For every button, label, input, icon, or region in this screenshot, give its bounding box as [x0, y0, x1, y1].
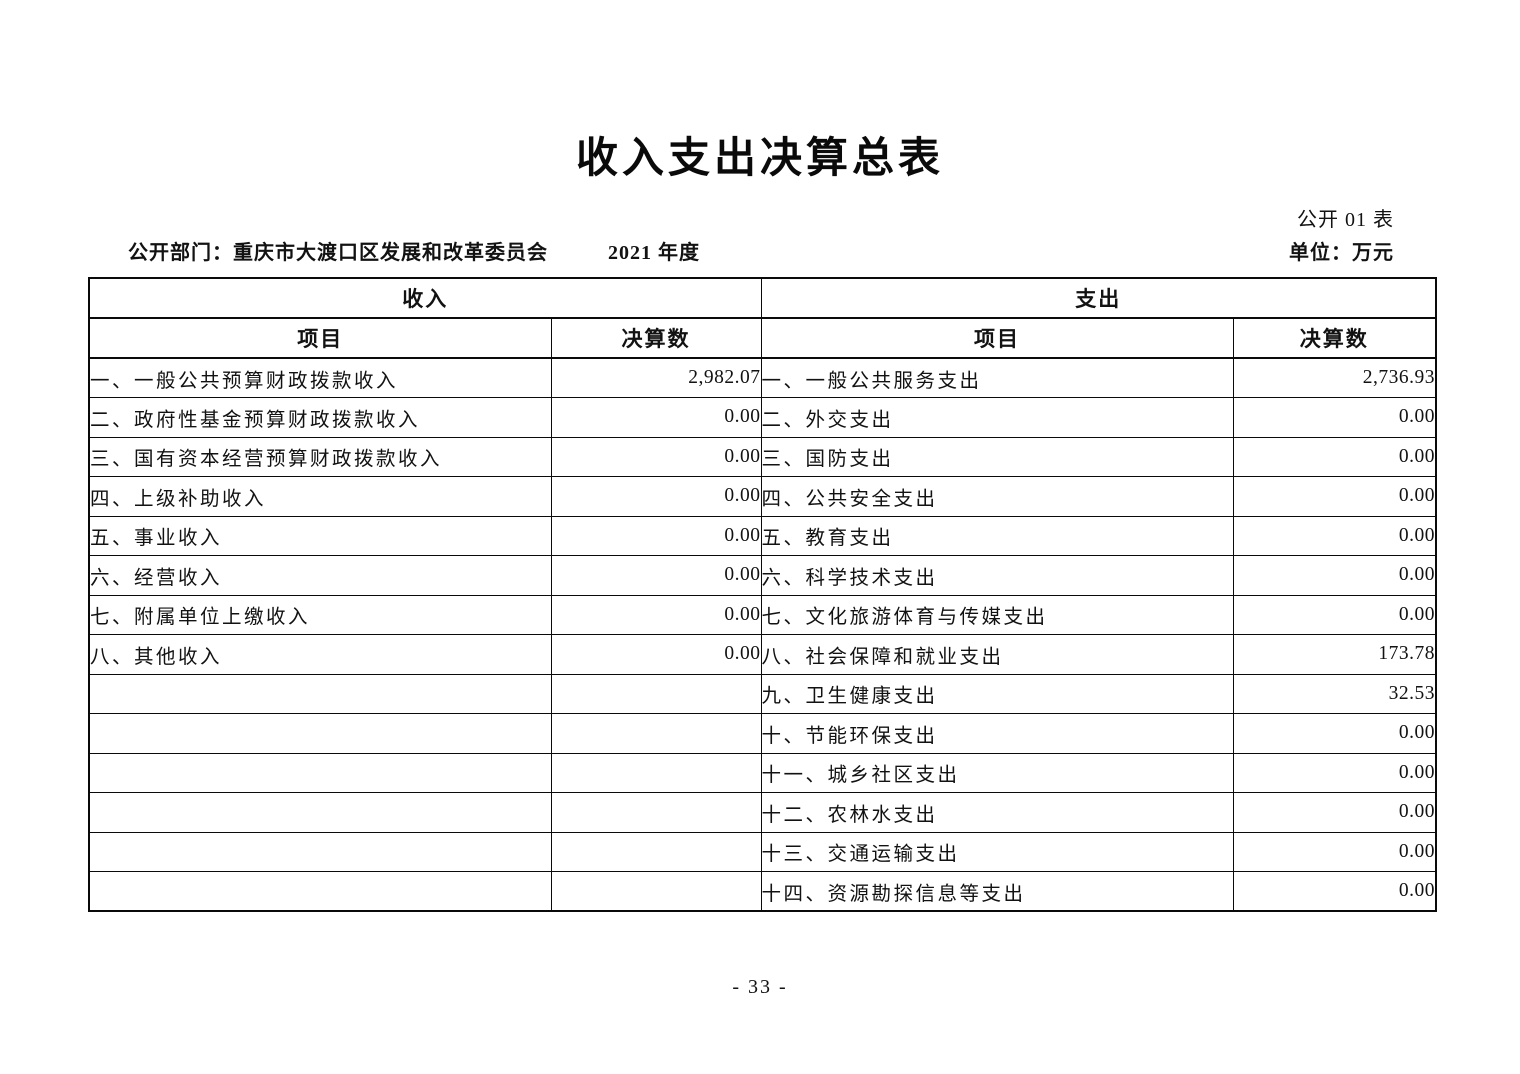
income-amount-cell: 0.00	[550, 476, 762, 517]
column-header-row: 项目 决算数 项目 决算数	[88, 317, 1437, 359]
table-row: 十四、资源勘探信息等支出 0.00	[88, 871, 1437, 912]
income-amount-cell	[550, 871, 762, 912]
expense-amount-cell: 32.53	[1232, 673, 1437, 714]
expense-item-header: 项目	[760, 317, 1234, 359]
table-row: 八、其他收入 0.00 八、社会保障和就业支出 173.78	[88, 634, 1437, 675]
table-row: 九、卫生健康支出 32.53	[88, 673, 1437, 714]
expense-item-cell: 三、国防支出	[760, 436, 1234, 477]
table-row: 二、政府性基金预算财政拨款收入 0.00 二、外交支出 0.00	[88, 397, 1437, 438]
income-item-cell: 一、一般公共预算财政拨款收入	[88, 357, 552, 398]
table-row: 十、节能环保支出 0.00	[88, 713, 1437, 754]
expense-amount-cell: 0.00	[1232, 515, 1437, 556]
income-amount-cell: 0.00	[550, 397, 762, 438]
expense-amount-cell: 0.00	[1232, 436, 1437, 477]
income-item-cell: 六、经营收入	[88, 555, 552, 596]
expense-amount-header: 决算数	[1232, 317, 1437, 359]
table-row: 十三、交通运输支出 0.00	[88, 831, 1437, 872]
expense-item-cell: 十二、农林水支出	[760, 792, 1234, 833]
meta-line-department: 公开部门：重庆市大渡口区发展和改革委员会 2021 年度 单位：万元	[128, 236, 1394, 265]
income-amount-cell	[550, 752, 762, 793]
income-section-header: 收入	[88, 277, 762, 319]
expense-item-cell: 八、社会保障和就业支出	[760, 634, 1234, 675]
expense-item-cell: 十、节能环保支出	[760, 713, 1234, 754]
table-row: 六、经营收入 0.00 六、科学技术支出 0.00	[88, 555, 1437, 596]
table-row: 五、事业收入 0.00 五、教育支出 0.00	[88, 515, 1437, 556]
table-number-label: 公开 01 表	[1297, 209, 1394, 231]
expense-item-cell: 六、科学技术支出	[760, 555, 1234, 596]
income-item-cell: 三、国有资本经营预算财政拨款收入	[88, 436, 552, 477]
expense-item-cell: 十三、交通运输支出	[760, 831, 1234, 872]
table-header: 收入 支出 项目 决算数 项目 决算数	[88, 277, 1437, 359]
page-number: - 33 -	[732, 976, 788, 998]
meta-line-table-number: 公开 01 表	[1297, 203, 1394, 232]
expense-amount-cell: 0.00	[1232, 594, 1437, 635]
expense-amount-cell: 2,736.93	[1232, 357, 1437, 398]
table-row: 十二、农林水支出 0.00	[88, 792, 1437, 833]
expense-amount-cell: 0.00	[1232, 713, 1437, 754]
income-amount-cell: 0.00	[550, 515, 762, 556]
expense-section-header: 支出	[760, 277, 1437, 319]
income-amount-cell: 0.00	[550, 594, 762, 635]
income-item-cell	[88, 673, 552, 714]
expense-item-cell: 九、卫生健康支出	[760, 673, 1234, 714]
table-row: 七、附属单位上缴收入 0.00 七、文化旅游体育与传媒支出 0.00	[88, 594, 1437, 635]
expense-amount-cell: 0.00	[1232, 871, 1437, 912]
table-row: 四、上级补助收入 0.00 四、公共安全支出 0.00	[88, 476, 1437, 517]
income-item-cell: 五、事业收入	[88, 515, 552, 556]
income-amount-cell: 0.00	[550, 634, 762, 675]
table-row: 十一、城乡社区支出 0.00	[88, 752, 1437, 793]
income-amount-cell: 2,982.07	[550, 357, 762, 398]
income-item-cell	[88, 792, 552, 833]
income-item-cell: 二、政府性基金预算财政拨款收入	[88, 397, 552, 438]
income-amount-cell	[550, 713, 762, 754]
income-amount-cell	[550, 831, 762, 872]
expense-item-cell: 二、外交支出	[760, 397, 1234, 438]
income-item-header: 项目	[88, 317, 552, 359]
section-header-row: 收入 支出	[88, 277, 1437, 319]
expense-amount-cell: 0.00	[1232, 792, 1437, 833]
income-item-cell: 八、其他收入	[88, 634, 552, 675]
income-amount-header: 决算数	[550, 317, 762, 359]
income-expense-table: 收入 支出 项目 决算数 项目 决算数 一、一般公共预算财政拨款收入 2,982.…	[88, 277, 1437, 912]
income-amount-cell	[550, 673, 762, 714]
expense-amount-cell: 173.78	[1232, 634, 1437, 675]
table-body: 一、一般公共预算财政拨款收入 2,982.07 一、一般公共服务支出 2,736.93…	[88, 357, 1437, 912]
fiscal-year-label: 2021 年度	[608, 242, 700, 264]
department-label: 公开部门：重庆市大渡口区发展和改革委员会	[128, 242, 548, 264]
income-item-cell	[88, 831, 552, 872]
unit-label: 单位：万元	[1289, 242, 1394, 264]
table-row: 三、国有资本经营预算财政拨款收入 0.00 三、国防支出 0.00	[88, 436, 1437, 477]
expense-item-cell: 一、一般公共服务支出	[760, 357, 1234, 398]
page-title: 收入支出决算总表	[575, 134, 944, 181]
expense-item-cell: 十一、城乡社区支出	[760, 752, 1234, 793]
income-amount-cell: 0.00	[550, 555, 762, 596]
expense-item-cell: 五、教育支出	[760, 515, 1234, 556]
income-item-cell: 七、附属单位上缴收入	[88, 594, 552, 635]
income-item-cell	[88, 752, 552, 793]
expense-item-cell: 十四、资源勘探信息等支出	[760, 871, 1234, 912]
expense-amount-cell: 0.00	[1232, 476, 1437, 517]
income-item-cell: 四、上级补助收入	[88, 476, 552, 517]
income-amount-cell: 0.00	[550, 436, 762, 477]
expense-amount-cell: 0.00	[1232, 831, 1437, 872]
income-item-cell	[88, 871, 552, 912]
expense-amount-cell: 0.00	[1232, 555, 1437, 596]
expense-amount-cell: 0.00	[1232, 397, 1437, 438]
income-item-cell	[88, 713, 552, 754]
expense-item-cell: 七、文化旅游体育与传媒支出	[760, 594, 1234, 635]
table-row: 一、一般公共预算财政拨款收入 2,982.07 一、一般公共服务支出 2,736.93	[88, 357, 1437, 398]
expense-item-cell: 四、公共安全支出	[760, 476, 1234, 517]
meta-left-group: 公开部门：重庆市大渡口区发展和改革委员会 2021 年度	[128, 236, 700, 265]
income-amount-cell	[550, 792, 762, 833]
expense-amount-cell: 0.00	[1232, 752, 1437, 793]
